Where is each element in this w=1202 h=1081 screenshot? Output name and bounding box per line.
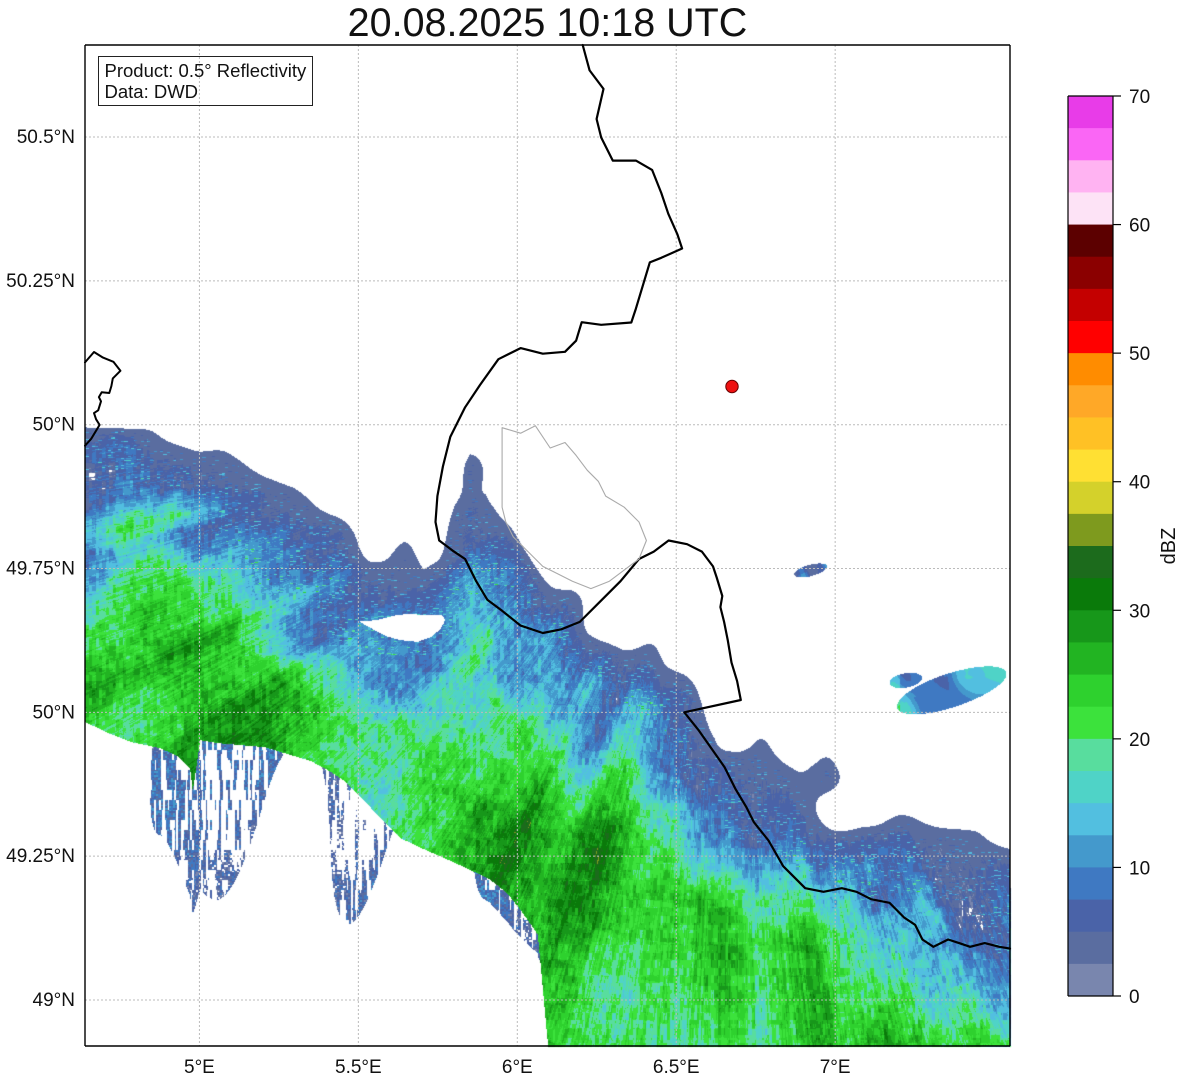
svg-text:50.5°N: 50.5°N: [17, 127, 75, 148]
svg-text:50: 50: [1129, 344, 1150, 365]
svg-text:6°E: 6°E: [502, 1057, 533, 1078]
svg-text:60: 60: [1129, 216, 1150, 237]
svg-text:20: 20: [1129, 730, 1150, 751]
svg-text:5.5°E: 5.5°E: [335, 1057, 382, 1078]
svg-text:49.75°N: 49.75°N: [6, 559, 75, 580]
svg-text:50°N: 50°N: [33, 415, 75, 436]
svg-text:dBZ: dBZ: [1158, 528, 1180, 565]
svg-text:10: 10: [1129, 858, 1150, 879]
svg-text:50°N: 50°N: [33, 702, 75, 723]
svg-text:49°N: 49°N: [33, 990, 75, 1011]
svg-text:7°E: 7°E: [820, 1057, 851, 1078]
svg-text:50.25°N: 50.25°N: [6, 271, 75, 292]
svg-text:70: 70: [1129, 87, 1150, 108]
svg-text:5°E: 5°E: [184, 1057, 215, 1078]
svg-text:30: 30: [1129, 601, 1150, 622]
svg-text:6.5°E: 6.5°E: [653, 1057, 700, 1078]
svg-text:0: 0: [1129, 987, 1140, 1008]
svg-text:40: 40: [1129, 473, 1150, 494]
svg-text:49.25°N: 49.25°N: [6, 846, 75, 867]
